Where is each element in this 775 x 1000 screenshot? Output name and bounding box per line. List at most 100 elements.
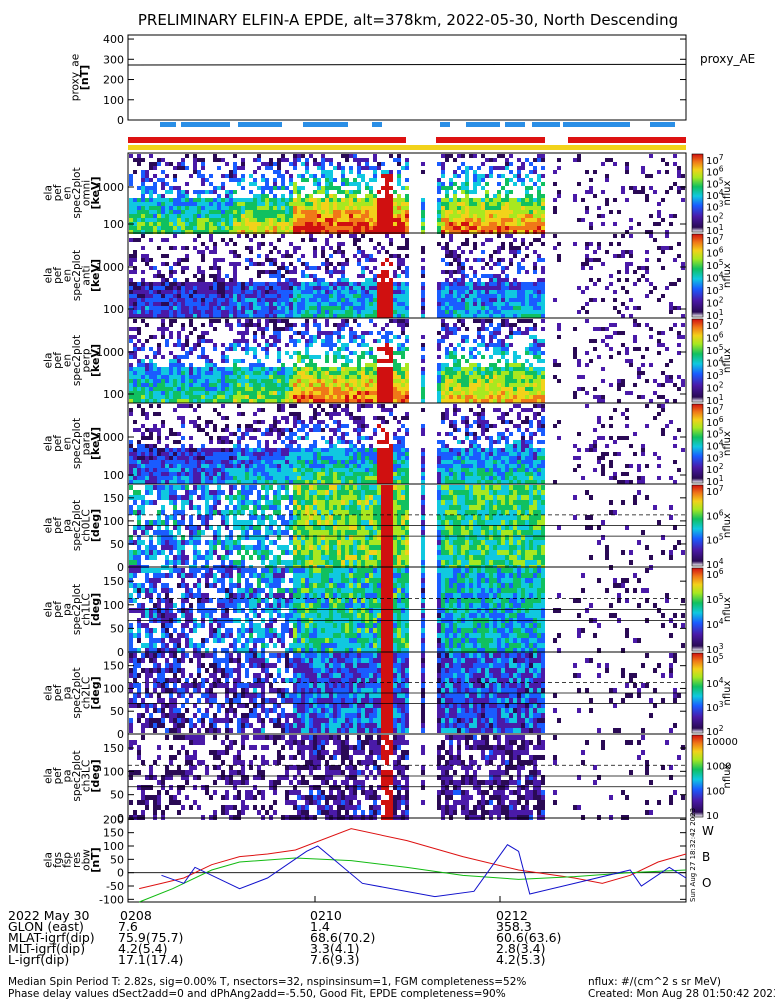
spectrogram-cell — [469, 387, 473, 391]
spectrogram-cell — [521, 310, 525, 314]
spectrogram-cell — [485, 182, 489, 186]
spectrogram-cell — [361, 234, 365, 238]
spectrogram-cell — [269, 387, 273, 391]
spectrogram-cell — [461, 395, 465, 399]
spectrogram-cell — [225, 464, 229, 468]
spectrogram-cell — [405, 226, 409, 230]
spectrogram-cell — [461, 355, 465, 359]
spectrogram-cell — [237, 286, 241, 290]
spectrogram-cell — [405, 294, 409, 298]
spectrogram-cell — [373, 314, 377, 318]
spectrogram-cell — [321, 302, 325, 306]
spectrogram-cell — [253, 323, 257, 327]
spectrogram-cell — [181, 270, 185, 274]
spectrogram-cell — [337, 222, 341, 226]
spectrogram-cell — [473, 298, 477, 302]
spectrogram-cell — [393, 335, 397, 339]
spectrogram-cell — [445, 226, 449, 230]
spectrogram-cell — [253, 218, 257, 222]
spectrogram-cell — [205, 230, 209, 234]
proxy-ae-frame — [127, 34, 687, 121]
spectrogram-cell — [169, 226, 173, 230]
spectrogram-cell — [293, 367, 297, 371]
spectrogram-cell — [181, 290, 185, 294]
spectrogram-cell — [369, 194, 373, 198]
spectrogram-cell — [209, 298, 213, 302]
spectrogram-cell — [265, 286, 269, 290]
spectrogram-cell — [657, 395, 661, 399]
spectrogram-cell — [541, 399, 545, 403]
spectrogram-cell — [249, 476, 253, 480]
spectrogram-cell — [229, 395, 233, 399]
spectrogram-cell — [213, 476, 217, 480]
spectrogram-cell — [317, 222, 321, 226]
spectrogram-cell — [309, 234, 313, 238]
spectrogram-cell — [513, 379, 517, 383]
colorbar-tick-label: 103 — [706, 368, 724, 382]
spectrogram-cell — [449, 371, 453, 375]
spectrogram-cell — [201, 367, 205, 371]
spectrogram-cell — [281, 391, 285, 395]
spectrogram-cell — [281, 262, 285, 266]
spectrogram-cell — [277, 302, 281, 306]
spectrogram-cell — [517, 367, 521, 371]
spectrogram-cell — [297, 395, 301, 399]
spectrogram-cell — [557, 254, 561, 258]
spectrogram-cell — [205, 391, 209, 395]
spectrogram-cell — [353, 379, 357, 383]
spectrogram-cell — [321, 294, 325, 298]
spectrogram-cell — [501, 186, 505, 190]
spectrogram-cell — [453, 314, 457, 318]
spectrogram-cell — [209, 468, 213, 472]
spectrogram-cell — [301, 298, 305, 302]
spectrogram-cell — [285, 399, 289, 403]
spectrogram-cell — [301, 387, 305, 391]
spectrogram-cell — [389, 314, 393, 318]
spectrogram-cell — [497, 331, 501, 335]
spectrogram-cell — [625, 162, 629, 166]
spectrogram-cell — [441, 290, 445, 294]
spectrogram-cell — [453, 323, 457, 327]
spectrogram-cell — [265, 379, 269, 383]
colorbar-tick-label: 103 — [706, 200, 724, 214]
spectrogram-cell — [477, 230, 481, 234]
spectrogram-cell — [269, 226, 273, 230]
spectrogram-cell — [193, 294, 197, 298]
spectrogram-cell — [253, 371, 257, 375]
spectrogram-cell — [237, 412, 241, 416]
spectrogram-cell — [169, 310, 173, 314]
spectrogram-cell — [477, 290, 481, 294]
spectrogram-cell — [205, 460, 209, 464]
spectrogram-cell — [189, 286, 193, 290]
spectrogram-cell — [277, 399, 281, 403]
spectrogram-cell — [285, 290, 289, 294]
spectrogram-cell — [509, 298, 513, 302]
spectrogram-cell — [461, 371, 465, 375]
spectrogram-cell — [517, 391, 521, 395]
spectrogram-cell — [477, 351, 481, 355]
spectrogram-cell — [649, 154, 653, 158]
spectrogram-cell — [233, 367, 237, 371]
spectrogram-cell — [305, 166, 309, 170]
spectrogram-cell — [193, 214, 197, 218]
spectrogram-cell — [365, 286, 369, 290]
spectrogram-cell — [201, 323, 205, 327]
spectrogram-cell — [601, 262, 605, 266]
spectrogram-cell — [329, 226, 333, 230]
spectrogram-cell — [325, 190, 329, 194]
spectrogram-cell — [361, 294, 365, 298]
spectrogram-cell — [353, 319, 357, 323]
spectrogram-cell — [541, 258, 545, 262]
spectrogram-cell — [377, 202, 381, 206]
spectrogram-cell — [257, 222, 261, 226]
spectrogram-cell — [473, 210, 477, 214]
spectrogram-cell — [217, 218, 221, 222]
spectrogram-cell — [289, 371, 293, 375]
spectrogram-cell — [329, 375, 333, 379]
spectrogram-cell — [241, 174, 245, 178]
spectrogram-cell — [513, 238, 517, 242]
spectrogram-cell — [441, 186, 445, 190]
spectrogram-cell — [193, 310, 197, 314]
spectrogram-cell — [317, 327, 321, 331]
spectrogram-cell — [321, 222, 325, 226]
